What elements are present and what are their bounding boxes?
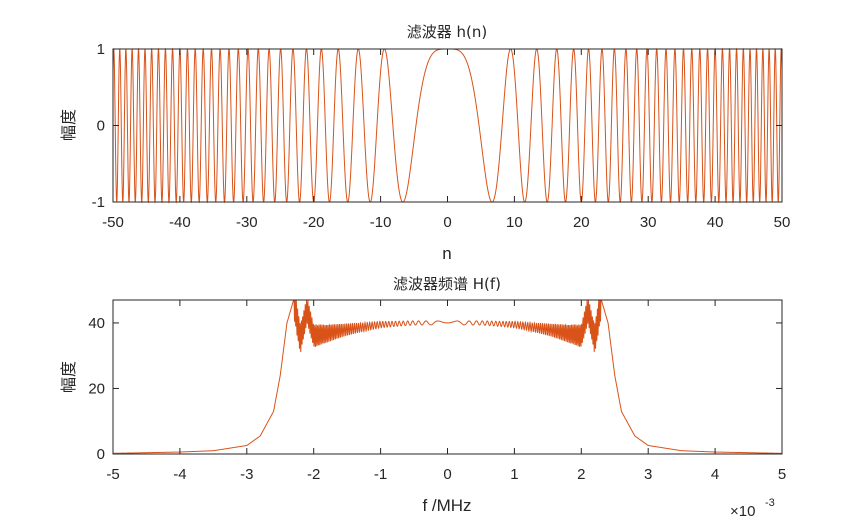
x-tick-label: -3 — [240, 466, 253, 483]
y-tick-label: 0 — [97, 446, 105, 463]
x-tick-label: 40 — [707, 214, 724, 231]
subplot-impulse-response: 滤波器 h(n) -50 -40 -30 -20 -10 0 10 20 30 40 50 -101… — [59, 23, 790, 263]
x-tick-label: 20 — [573, 214, 590, 231]
x-tick-label: 0 — [443, 214, 451, 231]
x-tick-label: 30 — [640, 214, 657, 231]
y-axis-label-bottom: 幅度 — [59, 361, 78, 393]
y-ticks-bottom: 0 20 40 — [88, 315, 782, 463]
x-tick-label: 50 — [774, 214, 791, 231]
x-tick-label: -30 — [236, 214, 258, 231]
plot-area-bottom — [113, 300, 782, 454]
y-tick-label: 40 — [88, 315, 105, 332]
series-line — [113, 299, 782, 454]
subplot-frequency-spectrum: 滤波器频谱 H(f) -5 -4 -3 -2 -1 0 1 2 3 4 5 0 20 40 f /MHz… — [59, 275, 786, 520]
x-tick-label: -1 — [374, 466, 387, 483]
x-tick-label: 5 — [778, 466, 786, 483]
x-exponent-label: ×10 -3 — [730, 497, 775, 520]
x-axis-label-bottom: f /MHz — [422, 496, 471, 515]
x-ticks-bottom: -5 -4 -3 -2 -1 0 1 2 3 4 5 — [106, 300, 786, 483]
x-tick-label: -40 — [169, 214, 191, 231]
y-tick-label: 0 — [97, 118, 105, 135]
x-tick-label: 4 — [711, 466, 719, 483]
x-exponent-base: ×10 — [730, 503, 755, 520]
x-tick-label: 1 — [510, 466, 518, 483]
y-tick-label: -1 — [92, 194, 105, 211]
series-H-f — [113, 299, 782, 454]
y-tick-label: 20 — [88, 380, 105, 397]
x-tick-label: -5 — [106, 466, 119, 483]
x-tick-label: 3 — [644, 466, 652, 483]
y-axis-label-top: 幅度 — [59, 109, 78, 141]
x-tick-label: 0 — [443, 466, 451, 483]
x-tick-label: -4 — [173, 466, 186, 483]
x-tick-label: -20 — [303, 214, 325, 231]
y-tick-label: 1 — [97, 41, 105, 58]
chart-title-bottom: 滤波器频谱 H(f) — [393, 275, 501, 293]
x-tick-label: -50 — [102, 214, 124, 231]
x-tick-label: 10 — [506, 214, 523, 231]
x-tick-label: 2 — [577, 466, 585, 483]
plot-area-top — [113, 49, 782, 202]
x-axis-label-top: n — [442, 244, 451, 263]
x-tick-label: -10 — [370, 214, 392, 231]
x-ticks-top: -50 -40 -30 -20 -10 0 10 20 30 40 50 — [102, 49, 790, 231]
y-ticks-top: -1 0 1 — [92, 41, 782, 211]
chart-title-top: 滤波器 h(n) — [407, 23, 488, 41]
x-tick-label: -2 — [307, 466, 320, 483]
x-exponent-power: -3 — [765, 497, 775, 509]
